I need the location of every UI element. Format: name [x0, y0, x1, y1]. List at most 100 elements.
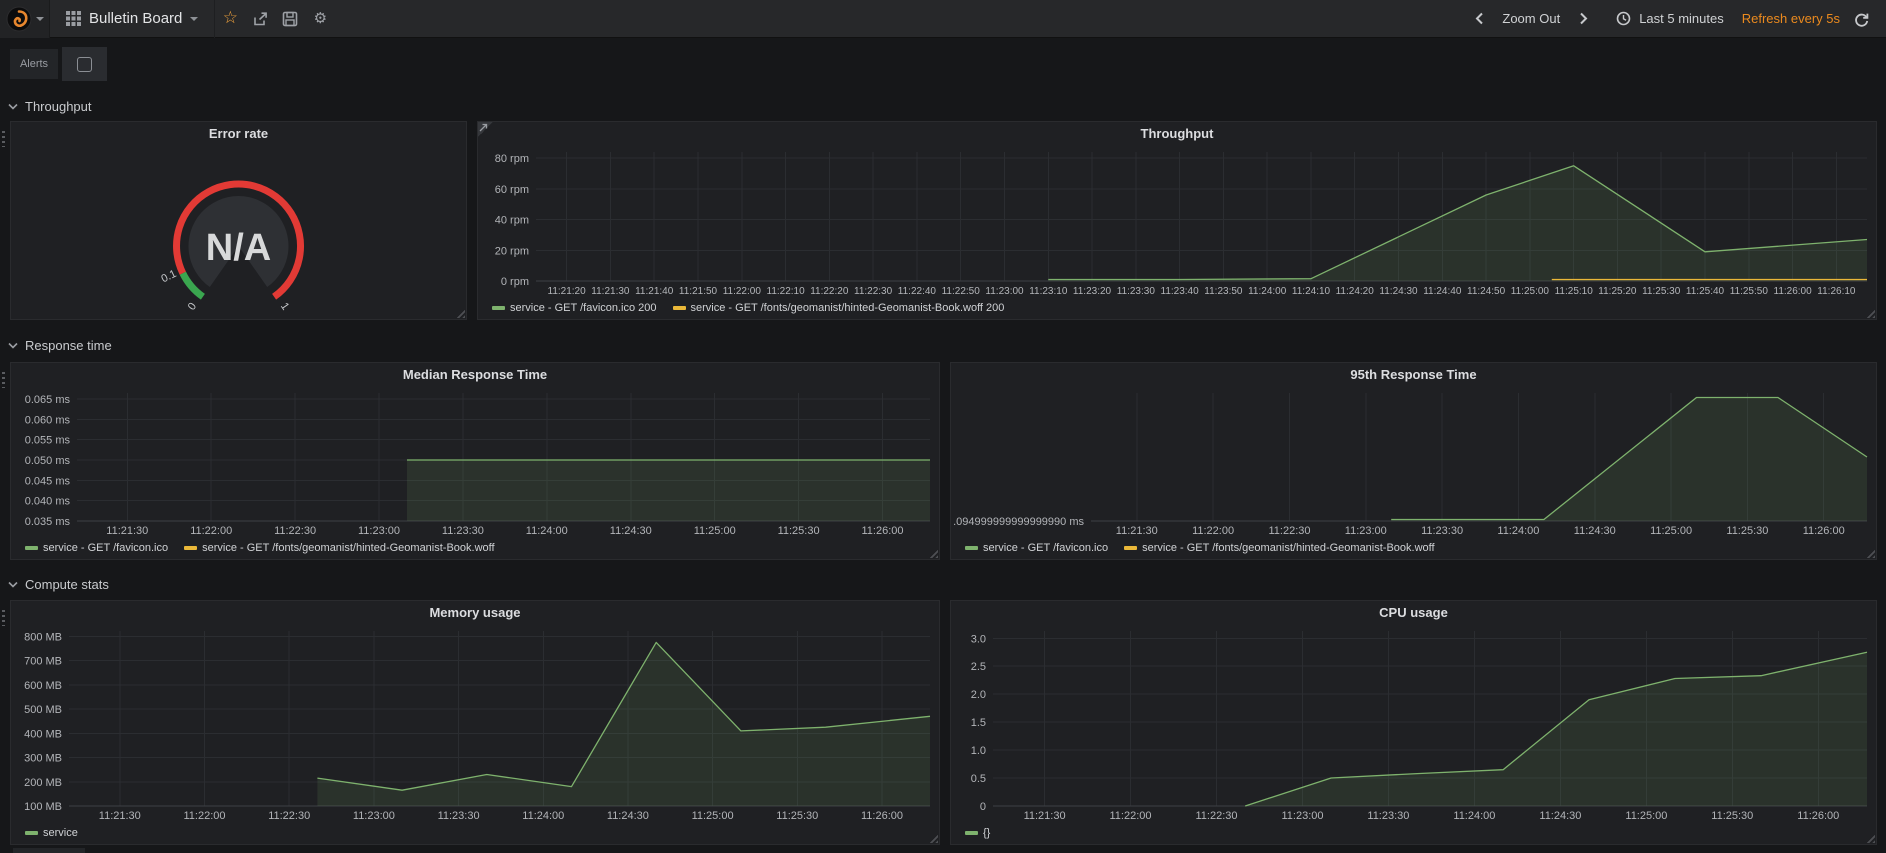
- x-tick-label: 11:23:00: [358, 525, 400, 537]
- section-header-compute-stats[interactable]: Compute stats: [8, 576, 109, 592]
- chart-throughput[interactable]: 11:21:20 11:21:30 11:21:40 11:21:50 11:22:00…: [480, 147, 1874, 297]
- legend: service - GET /favicon.ico service - GET …: [965, 540, 1870, 556]
- legend: {}: [965, 825, 1870, 841]
- star-button[interactable]: ☆: [215, 0, 245, 38]
- panel-title[interactable]: CPU usage: [1379, 605, 1448, 620]
- x-tick-label: 11:23:00: [353, 810, 395, 822]
- resize-grip[interactable]: [929, 549, 938, 558]
- legend-swatch: [965, 546, 978, 550]
- plot-svg: 11:21:20 11:21:30 11:21:40 11:21:50 11:22:00…: [495, 152, 1868, 297]
- y-tick-label: 0.5: [971, 773, 986, 785]
- next-row-peek[interactable]: [13, 848, 85, 853]
- panel-title[interactable]: Memory usage: [429, 605, 521, 620]
- x-tick-label: 11:25:00: [1650, 525, 1692, 537]
- x-tick-label: 11:24:00: [1248, 286, 1287, 297]
- time-range-button[interactable]: Last 5 minutes: [1616, 11, 1724, 26]
- x-tick-label: 11:23:30: [1421, 525, 1463, 537]
- chart-memory-usage[interactable]: 11:21:30 11:22:00 11:22:30 11:23:00 11:23:30…: [13, 626, 937, 822]
- y-tick-label: 200 MB: [24, 777, 62, 789]
- settings-button[interactable]: ⚙: [305, 0, 335, 38]
- x-tick-label: 11:24:00: [522, 810, 564, 822]
- x-tick-label: 11:22:00: [183, 810, 225, 822]
- series-fill: [317, 642, 930, 806]
- row-drag-handle[interactable]: [2, 372, 5, 388]
- y-tick-label: 80 rpm: [495, 153, 529, 165]
- x-tick-label: 11:24:30: [1574, 525, 1616, 537]
- legend: service - GET /favicon.ico service - GET …: [25, 540, 933, 556]
- x-tick-label: 11:23:10: [1029, 286, 1068, 297]
- save-icon: [283, 11, 298, 26]
- y-tick-label: 0.050 ms: [25, 455, 71, 467]
- x-tick-label: 11:21:30: [99, 810, 141, 822]
- series-fill: [407, 460, 930, 521]
- legend-item[interactable]: service - GET /fonts/geomanist/hinted-Ge…: [672, 302, 1004, 314]
- refresh-interval-button[interactable]: Refresh every 5s: [1741, 11, 1840, 26]
- row-drag-handle[interactable]: [2, 131, 5, 147]
- chart-median-response-time[interactable]: 11:21:30 11:22:00 11:22:30 11:23:00 11:23:30…: [13, 388, 937, 537]
- x-tick-label: 11:25:30: [1711, 810, 1753, 822]
- time-shift-forward-button[interactable]: [1574, 0, 1592, 38]
- time-shift-back-button[interactable]: [1470, 0, 1488, 38]
- resize-grip[interactable]: [456, 309, 465, 318]
- panel-title[interactable]: Median Response Time: [402, 367, 548, 382]
- legend-swatch: [1124, 546, 1138, 550]
- y-tick-label: 0.060 ms: [25, 414, 71, 426]
- x-tick-label: 11:24:50: [1467, 286, 1506, 297]
- panel-title[interactable]: 95th Response Time: [1350, 367, 1477, 382]
- legend-item[interactable]: service - GET /favicon.ico: [965, 542, 1108, 554]
- x-tick-label: 11:23:30: [1367, 810, 1409, 822]
- legend-item[interactable]: {}: [965, 827, 990, 839]
- panel-median-response-time: Median Response Time 11:21:30 11:22:00 11:…: [10, 362, 940, 560]
- x-tick-label: 11:23:30: [1117, 286, 1156, 297]
- caret-down-icon: [190, 16, 199, 21]
- x-tick-label: 11:25:30: [1726, 525, 1768, 537]
- y-tick-label: 0.094999999999999990 ms: [953, 516, 1084, 528]
- legend-item[interactable]: service - GET /favicon.ico 200: [492, 302, 657, 314]
- panel-title[interactable]: Error rate: [208, 126, 269, 141]
- resize-grip[interactable]: [929, 834, 938, 843]
- chart-cpu-usage[interactable]: 11:21:30 11:22:00 11:22:30 11:23:00 11:23:30…: [953, 626, 1874, 822]
- share-button[interactable]: [245, 0, 275, 38]
- legend-item[interactable]: service - GET /fonts/geomanist/hinted-Ge…: [1124, 542, 1435, 554]
- panel-cpu-usage: CPU usage 11:21:30 11:22:00 11:22:30 11:23:…: [950, 600, 1877, 845]
- x-tick-label: 11:21:30: [106, 525, 148, 537]
- gauge-value: N/A: [206, 227, 271, 269]
- resize-grip[interactable]: [1866, 309, 1875, 318]
- panel-title[interactable]: Throughput: [1140, 126, 1214, 141]
- grafana-logo-button[interactable]: [0, 0, 50, 38]
- x-tick-label: 11:22:00: [723, 286, 762, 297]
- legend-label: service - GET /favicon.ico: [43, 542, 169, 554]
- zoom-out-button[interactable]: Zoom Out: [1502, 11, 1561, 26]
- resize-grip[interactable]: [1866, 834, 1875, 843]
- series-line: [317, 641, 931, 791]
- section-header-response-time[interactable]: Response time: [8, 337, 112, 353]
- caret-down-icon: [35, 16, 44, 21]
- x-tick-label: 11:22:40: [898, 286, 937, 297]
- save-button[interactable]: [275, 0, 305, 38]
- chevron-left-icon: [1475, 12, 1483, 25]
- row-drag-handle[interactable]: [2, 610, 5, 626]
- alerts-row-tab[interactable]: Alerts: [10, 49, 58, 79]
- y-tick-label: 0.055 ms: [25, 435, 71, 447]
- panel-links-corner[interactable]: [478, 122, 493, 137]
- section-header-throughput[interactable]: Throughput: [8, 98, 92, 114]
- x-tick-label: 11:26:00: [861, 810, 903, 822]
- legend-item[interactable]: service - GET /favicon.ico: [25, 542, 168, 554]
- refresh-button[interactable]: [1850, 0, 1872, 38]
- x-tick-label: 11:25:30: [1642, 286, 1681, 297]
- legend-label: service - GET /fonts/geomanist/hinted-Ge…: [202, 542, 495, 554]
- legend-item[interactable]: service: [25, 827, 78, 839]
- x-grid: 11:21:30 11:22:00 11:22:30 11:23:00 11:23:30…: [106, 393, 904, 537]
- alerts-collapsed-panel[interactable]: [62, 47, 107, 81]
- y-grid: 0.094999999999999990 ms: [947, 516, 1085, 528]
- x-tick-label: 11:26:00: [861, 525, 903, 537]
- x-tick-label: 11:24:00: [1453, 810, 1495, 822]
- legend-item[interactable]: service - GET /fonts/geomanist/hinted-Ge…: [184, 542, 495, 554]
- gauge-crit-arc: [173, 180, 305, 300]
- panel-error-rate: Error rate 0 0.1 1 N/A: [10, 121, 467, 320]
- resize-grip[interactable]: [1866, 549, 1875, 558]
- chart-95th-response-time[interactable]: 11:21:30 11:22:00 11:22:30 11:23:00 11:23:30…: [947, 388, 1874, 537]
- x-tick-label: 11:22:20: [810, 286, 849, 297]
- legend-swatch: [672, 306, 686, 310]
- dashboard-title-button[interactable]: Bulletin Board: [50, 0, 216, 38]
